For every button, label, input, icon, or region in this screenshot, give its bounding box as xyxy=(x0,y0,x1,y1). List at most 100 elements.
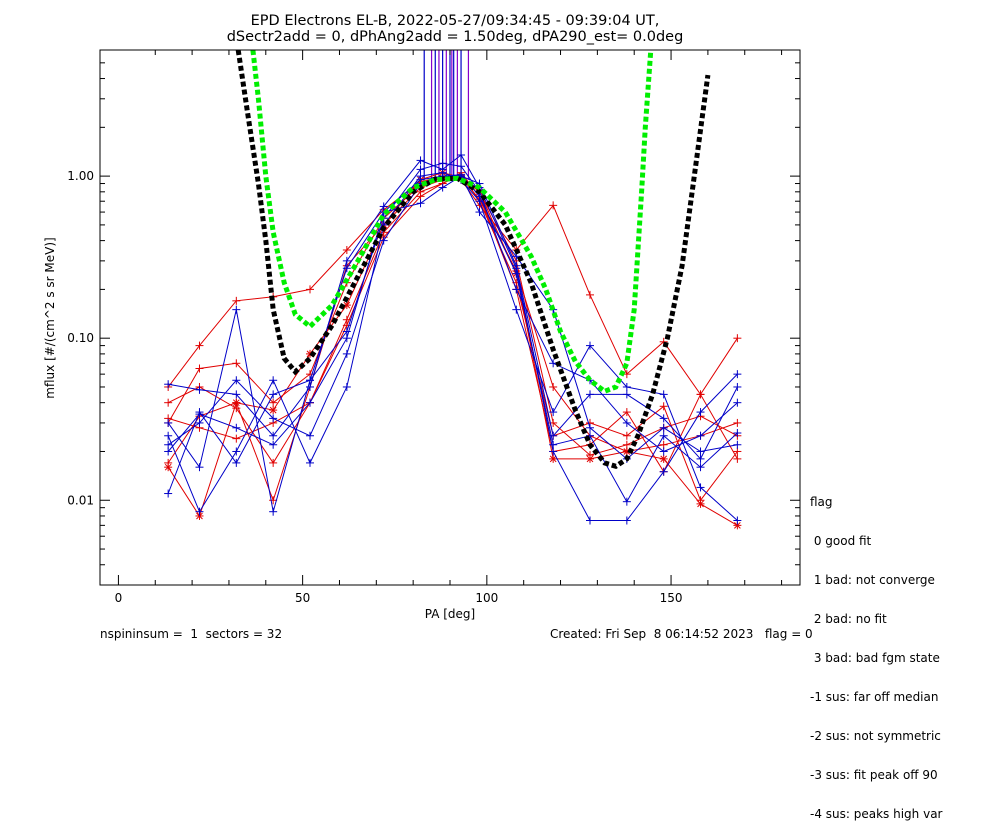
data-point xyxy=(232,305,241,314)
data-point-d2 xyxy=(734,522,741,529)
chart-subtitle: dSectr2add = 0, dPhAng2add = 1.50deg, dP… xyxy=(227,29,684,45)
series-line xyxy=(167,174,738,503)
y-tick-label: 0.10 xyxy=(67,331,94,345)
chart-canvas: EPD Electrons EL-B, 2022-05-27/09:34:45 … xyxy=(43,13,801,621)
legend-title: flag xyxy=(810,495,833,509)
data-point xyxy=(232,458,241,467)
data-point xyxy=(622,497,631,506)
data-point xyxy=(164,447,173,456)
data-point xyxy=(416,199,425,208)
data-point xyxy=(164,418,173,427)
data-point xyxy=(659,447,668,456)
data-point xyxy=(586,290,594,299)
series-line xyxy=(168,174,738,502)
data-point-d2 xyxy=(232,399,240,407)
fit-curve-black xyxy=(235,50,711,470)
data-point xyxy=(195,418,204,427)
data-point xyxy=(549,408,558,417)
data-point xyxy=(306,382,314,391)
data-point xyxy=(586,516,594,525)
footer-created-info: Created: Fri Sep 8 06:14:52 2023 flag = … xyxy=(550,627,813,641)
data-point xyxy=(232,398,241,407)
data-point xyxy=(195,364,204,373)
data-point xyxy=(457,162,466,171)
data-point xyxy=(696,390,705,399)
data-point xyxy=(586,423,594,432)
legend-entry: 0 good fit xyxy=(810,534,872,548)
data-point-d2 xyxy=(549,455,557,463)
data-point xyxy=(195,410,204,419)
data-point xyxy=(733,454,742,463)
data-point xyxy=(733,440,742,449)
data-point xyxy=(342,349,351,358)
data-point-d2 xyxy=(586,455,594,463)
spike-group xyxy=(423,50,470,180)
data-point xyxy=(232,390,241,399)
data-point xyxy=(164,463,173,472)
data-point xyxy=(659,431,668,440)
data-point-d2 xyxy=(164,463,172,471)
footer-sector-info: nspininsum = 1 sectors = 32 xyxy=(100,627,283,641)
legend-entry: -3 sus: fit peak off 90 xyxy=(810,768,938,782)
data-point xyxy=(269,440,278,449)
data-point xyxy=(195,385,204,394)
legend-entry: -2 sus: not symmetric xyxy=(810,729,941,743)
legend-entry: 1 bad: not converge xyxy=(810,573,935,587)
x-tick-label: 0 xyxy=(115,591,123,605)
series-line xyxy=(167,162,738,494)
data-point xyxy=(696,408,705,417)
data-point xyxy=(306,285,314,294)
chart-title: EPD Electrons EL-B, 2022-05-27/09:34:45 … xyxy=(251,13,660,29)
data-point xyxy=(269,390,278,399)
series-line xyxy=(167,175,738,460)
data-point xyxy=(733,334,742,343)
data-point xyxy=(232,447,241,456)
series-group xyxy=(164,150,742,530)
data-point xyxy=(622,382,631,391)
data-point xyxy=(549,447,558,456)
series-line xyxy=(167,172,738,473)
data-point xyxy=(416,175,425,184)
data-point xyxy=(306,458,314,467)
data-point xyxy=(164,489,173,498)
data-point xyxy=(622,447,631,456)
data-point xyxy=(164,380,173,389)
data-point xyxy=(269,458,278,467)
data-point xyxy=(733,516,742,525)
data-point xyxy=(622,408,631,417)
data-point xyxy=(306,431,314,440)
data-point xyxy=(512,269,521,278)
data-point xyxy=(269,507,278,516)
data-point xyxy=(269,406,278,415)
data-point xyxy=(696,454,705,463)
x-tick-label: 50 xyxy=(295,591,310,605)
data-point xyxy=(586,341,594,350)
data-point xyxy=(269,414,278,423)
data-point-d2 xyxy=(269,406,277,414)
data-point xyxy=(342,264,351,273)
data-point xyxy=(232,296,241,305)
series-line xyxy=(167,175,738,453)
y-axis: 0.01 0.10 1.00 xyxy=(67,49,800,586)
x-tick-label: 100 xyxy=(475,591,498,605)
data-point xyxy=(659,423,668,432)
data-point xyxy=(306,376,314,385)
data-point xyxy=(733,447,742,456)
data-point xyxy=(232,359,241,368)
data-point xyxy=(269,496,278,505)
fit-curves-group xyxy=(235,50,711,470)
series-line xyxy=(167,172,738,526)
data-point xyxy=(416,192,425,201)
data-point xyxy=(549,431,558,440)
data-point xyxy=(659,440,668,449)
legend-entry: -1 sus: far off median xyxy=(810,690,939,704)
data-point xyxy=(342,327,351,336)
flag-legend: flag 0 good fit 1 bad: not converge 2 ba… xyxy=(810,470,942,834)
data-point xyxy=(659,402,668,411)
data-point xyxy=(622,440,631,449)
data-point xyxy=(549,382,558,391)
data-point-d2 xyxy=(343,301,351,309)
x-axis: 0 50 100 150 xyxy=(115,50,783,605)
series-line xyxy=(167,176,738,424)
data-point xyxy=(659,467,668,476)
